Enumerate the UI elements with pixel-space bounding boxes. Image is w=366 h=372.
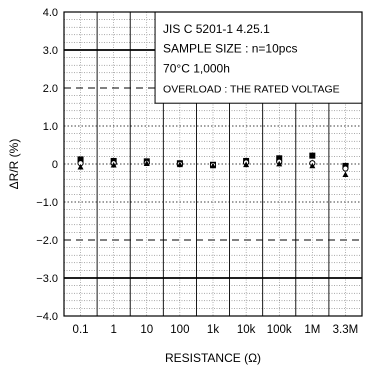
annotation-line-standard: JIS C 5201-1 4.25.1: [163, 22, 270, 36]
y-tick-label: −4.0: [36, 311, 58, 323]
y-tick-label: 0: [52, 159, 58, 171]
y-tick-label: −1.0: [36, 197, 58, 209]
y-tick-label: −2.0: [36, 235, 58, 247]
x-tick-labels: 0.1 1 10 100 1k 10k 100k 1M 3.3M: [73, 324, 359, 336]
x-tick-label: 0.1: [73, 324, 89, 336]
x-tick-label: 10: [140, 324, 153, 336]
triangle-marker: [176, 161, 183, 168]
square-marker: [276, 155, 283, 162]
x-tick-label: 10k: [237, 324, 256, 336]
triangle-marker: [309, 162, 316, 169]
annotation-box: JIS C 5201-1 4.25.1 SAMPLE SIZE : n=10pc…: [154, 11, 363, 104]
triangle-marker: [110, 161, 117, 168]
y-tick-label: 2.0: [43, 83, 58, 95]
triangle-marker: [210, 162, 216, 169]
circle-marker: [342, 165, 349, 172]
triangle-marker: [243, 161, 250, 168]
square-marker: [309, 152, 316, 159]
x-tick-label: 1M: [304, 324, 320, 336]
triangle-marker: [143, 160, 150, 167]
annotation-line-overload: OVERLOAD : THE RATED VOLTAGE: [163, 83, 340, 95]
y-tick-label: 4.0: [43, 7, 58, 19]
y-tick-label: 3.0: [43, 45, 58, 57]
x-tick-label: 3.3M: [333, 324, 359, 336]
y-tick-labels: 4.0 3.0 2.0 1.0 0 −1.0 −2.0 −3.0 −4.0: [36, 7, 58, 323]
annotation-line-condition: 70°C 1,000h: [163, 61, 230, 75]
x-tick-label: 100: [170, 324, 189, 336]
x-tick-label: 1k: [207, 324, 219, 336]
x-axis-label: RESISTANCE (Ω): [165, 351, 261, 365]
triangle-marker: [342, 171, 349, 178]
triangle-marker: [77, 163, 84, 170]
plot-frame: [63, 11, 363, 317]
triangle-marker: [276, 160, 283, 167]
y-tick-label: −3.0: [36, 273, 58, 285]
y-tick-label: 1.0: [43, 121, 58, 133]
x-tick-label: 100k: [267, 324, 292, 336]
y-axis-label: ΔR/R (%): [7, 139, 21, 190]
x-tick-label: 1: [110, 324, 116, 336]
annotation-line-sample-size: SAMPLE SIZE : n=10pcs: [163, 42, 297, 56]
data-points: [77, 152, 349, 178]
square-marker: [77, 156, 84, 163]
